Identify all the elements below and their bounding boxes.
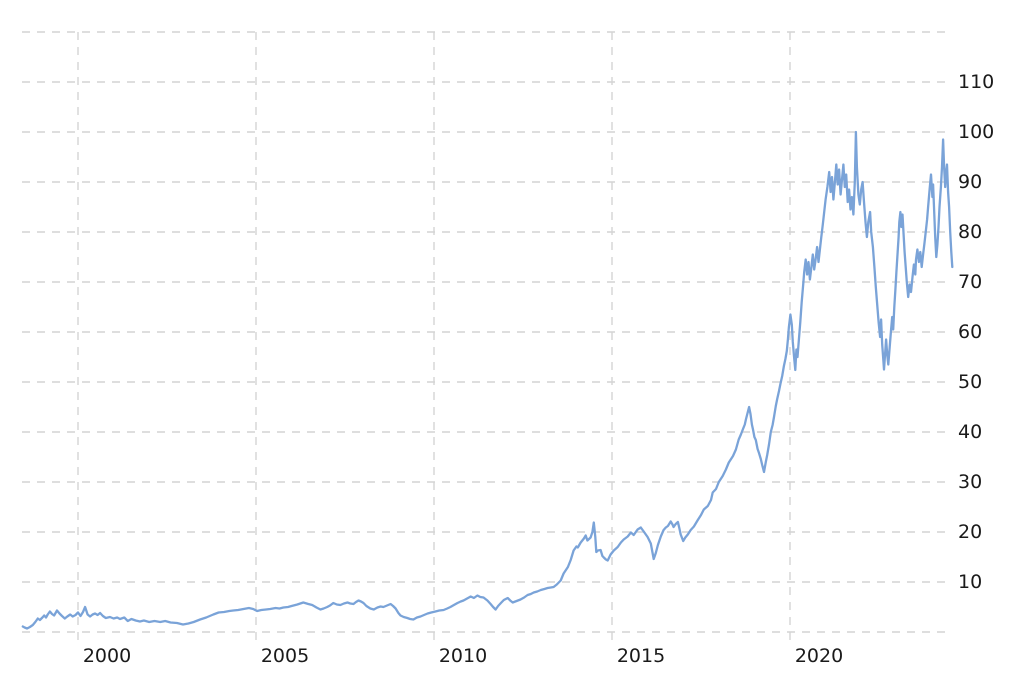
y-axis-tick-label: 20 bbox=[958, 521, 982, 543]
price-line-series bbox=[21, 130, 954, 630]
x-axis-tick-label: 2020 bbox=[795, 645, 843, 667]
y-axis-tick-label: 70 bbox=[958, 271, 982, 293]
y-axis-tick-label: 110 bbox=[958, 71, 994, 93]
x-axis-tick-label: 2010 bbox=[439, 645, 487, 667]
y-axis-tick-label: 30 bbox=[958, 471, 982, 493]
x-axis-tick-label: 2015 bbox=[617, 645, 665, 667]
y-axis-tick-label: 10 bbox=[958, 571, 982, 593]
y-axis-tick-label: 80 bbox=[958, 221, 982, 243]
y-axis-tick-label: 50 bbox=[958, 371, 982, 393]
x-axis-tick-label: 2005 bbox=[261, 645, 309, 667]
x-axis-tick-label: 2000 bbox=[83, 645, 131, 667]
y-axis-tick-label: 60 bbox=[958, 321, 982, 343]
y-axis-tick-label: 100 bbox=[958, 121, 994, 143]
y-axis-tick-label: 90 bbox=[958, 171, 982, 193]
y-axis-tick-label: 40 bbox=[958, 421, 982, 443]
